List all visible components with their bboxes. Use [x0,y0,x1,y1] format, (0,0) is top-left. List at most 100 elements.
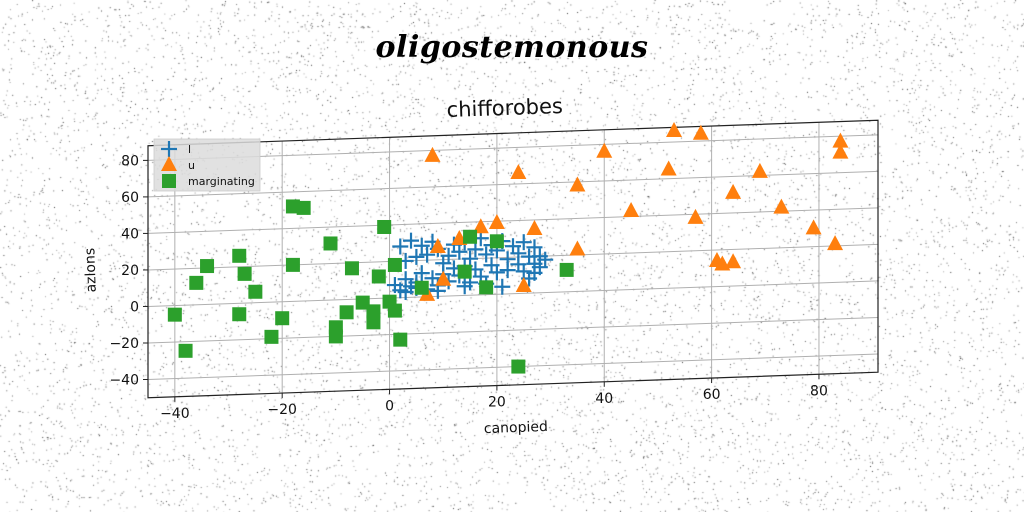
point-marginating [323,236,338,251]
point-l [510,256,527,273]
legend-label-marginating: marginating [188,175,255,188]
y-tick-label: 80 [121,153,139,169]
legend-label-u: u [188,159,195,172]
point-u [687,208,704,224]
point-u [569,240,586,256]
point-marginating [463,229,478,244]
point-l [499,262,516,279]
plot-area-frame [147,119,879,399]
point-marginating [275,311,290,326]
point-l [392,238,409,255]
x-tick-label: 80 [810,383,828,399]
figure-suptitle: oligostemonous [375,30,649,65]
point-l [467,241,484,258]
legend: lu marginating [153,138,261,192]
point-u [515,277,532,293]
point-u [660,160,677,176]
point-u [569,176,586,192]
point-l [515,234,532,251]
point-l [397,283,414,300]
point-marginating [200,259,215,274]
point-l [478,246,495,263]
x-tick-label: 60 [703,387,721,403]
point-u [472,218,489,234]
point-u [827,235,844,251]
x-tick-label: −40 [160,406,190,422]
point-marginating [232,307,247,322]
point-l [386,277,403,294]
axes [147,119,879,399]
point-marginating [285,257,300,272]
y-gridline [147,316,879,344]
x-axis-label: canopied [484,419,549,437]
point-marginating [559,262,574,277]
point-marginating [489,234,504,249]
point-marginating [387,303,402,318]
y-tick-label: 0 [130,299,139,315]
point-l [494,278,511,295]
y-tick-label: 20 [121,263,139,279]
y-tick-label: 60 [121,190,139,206]
point-marginating [248,284,263,299]
point-u [510,163,527,179]
chart-title: chifforobes [446,94,563,122]
x-tick-label: 0 [385,398,394,414]
point-marginating [355,295,370,310]
point-marginating [339,305,354,320]
point-marginating [178,343,193,358]
point-marginating [457,264,472,279]
legend-label-l: l [188,143,191,156]
point-marginating [371,269,386,284]
point-l [537,251,554,268]
point-l [424,270,441,287]
point-u [488,214,505,230]
point-l [451,243,468,260]
point-l [483,257,500,274]
point-u [751,162,768,178]
point-marginating [296,200,311,215]
point-marginating [479,280,494,295]
point-marginating [366,304,381,319]
x-tick-label: 40 [595,391,613,407]
point-l [526,239,543,256]
y-tick-label: 40 [121,226,139,242]
point-marginating [387,257,402,272]
legend-marker-l [161,141,177,157]
point-u [725,253,742,269]
x-tick-label: 20 [488,395,506,411]
point-u [832,132,849,148]
point-l [456,278,473,295]
point-marginating [232,248,247,263]
point-u [435,270,452,286]
point-marginating [189,275,204,290]
point-marginating [167,307,182,322]
point-u [832,143,849,159]
point-l [440,247,457,264]
point-u [424,146,441,162]
point-l [413,265,430,282]
y-gridline [147,134,879,161]
point-u [725,183,742,199]
point-u [805,219,822,235]
point-marginating [366,315,381,330]
point-marginating [285,199,300,214]
point-marginating [344,261,359,276]
point-marginating [328,320,343,335]
point-u [596,142,613,158]
point-u [773,198,790,214]
point-marginating [511,359,526,374]
point-u [623,202,640,218]
point-l [419,246,436,263]
point-l [413,237,430,254]
point-marginating [377,219,392,234]
y-gridline [147,207,879,234]
point-u [692,124,709,140]
point-l [408,248,425,265]
point-l [403,232,420,249]
point-marginating [414,280,429,295]
point-u [666,122,683,138]
point-marginating [237,266,252,281]
data-points [167,122,849,374]
